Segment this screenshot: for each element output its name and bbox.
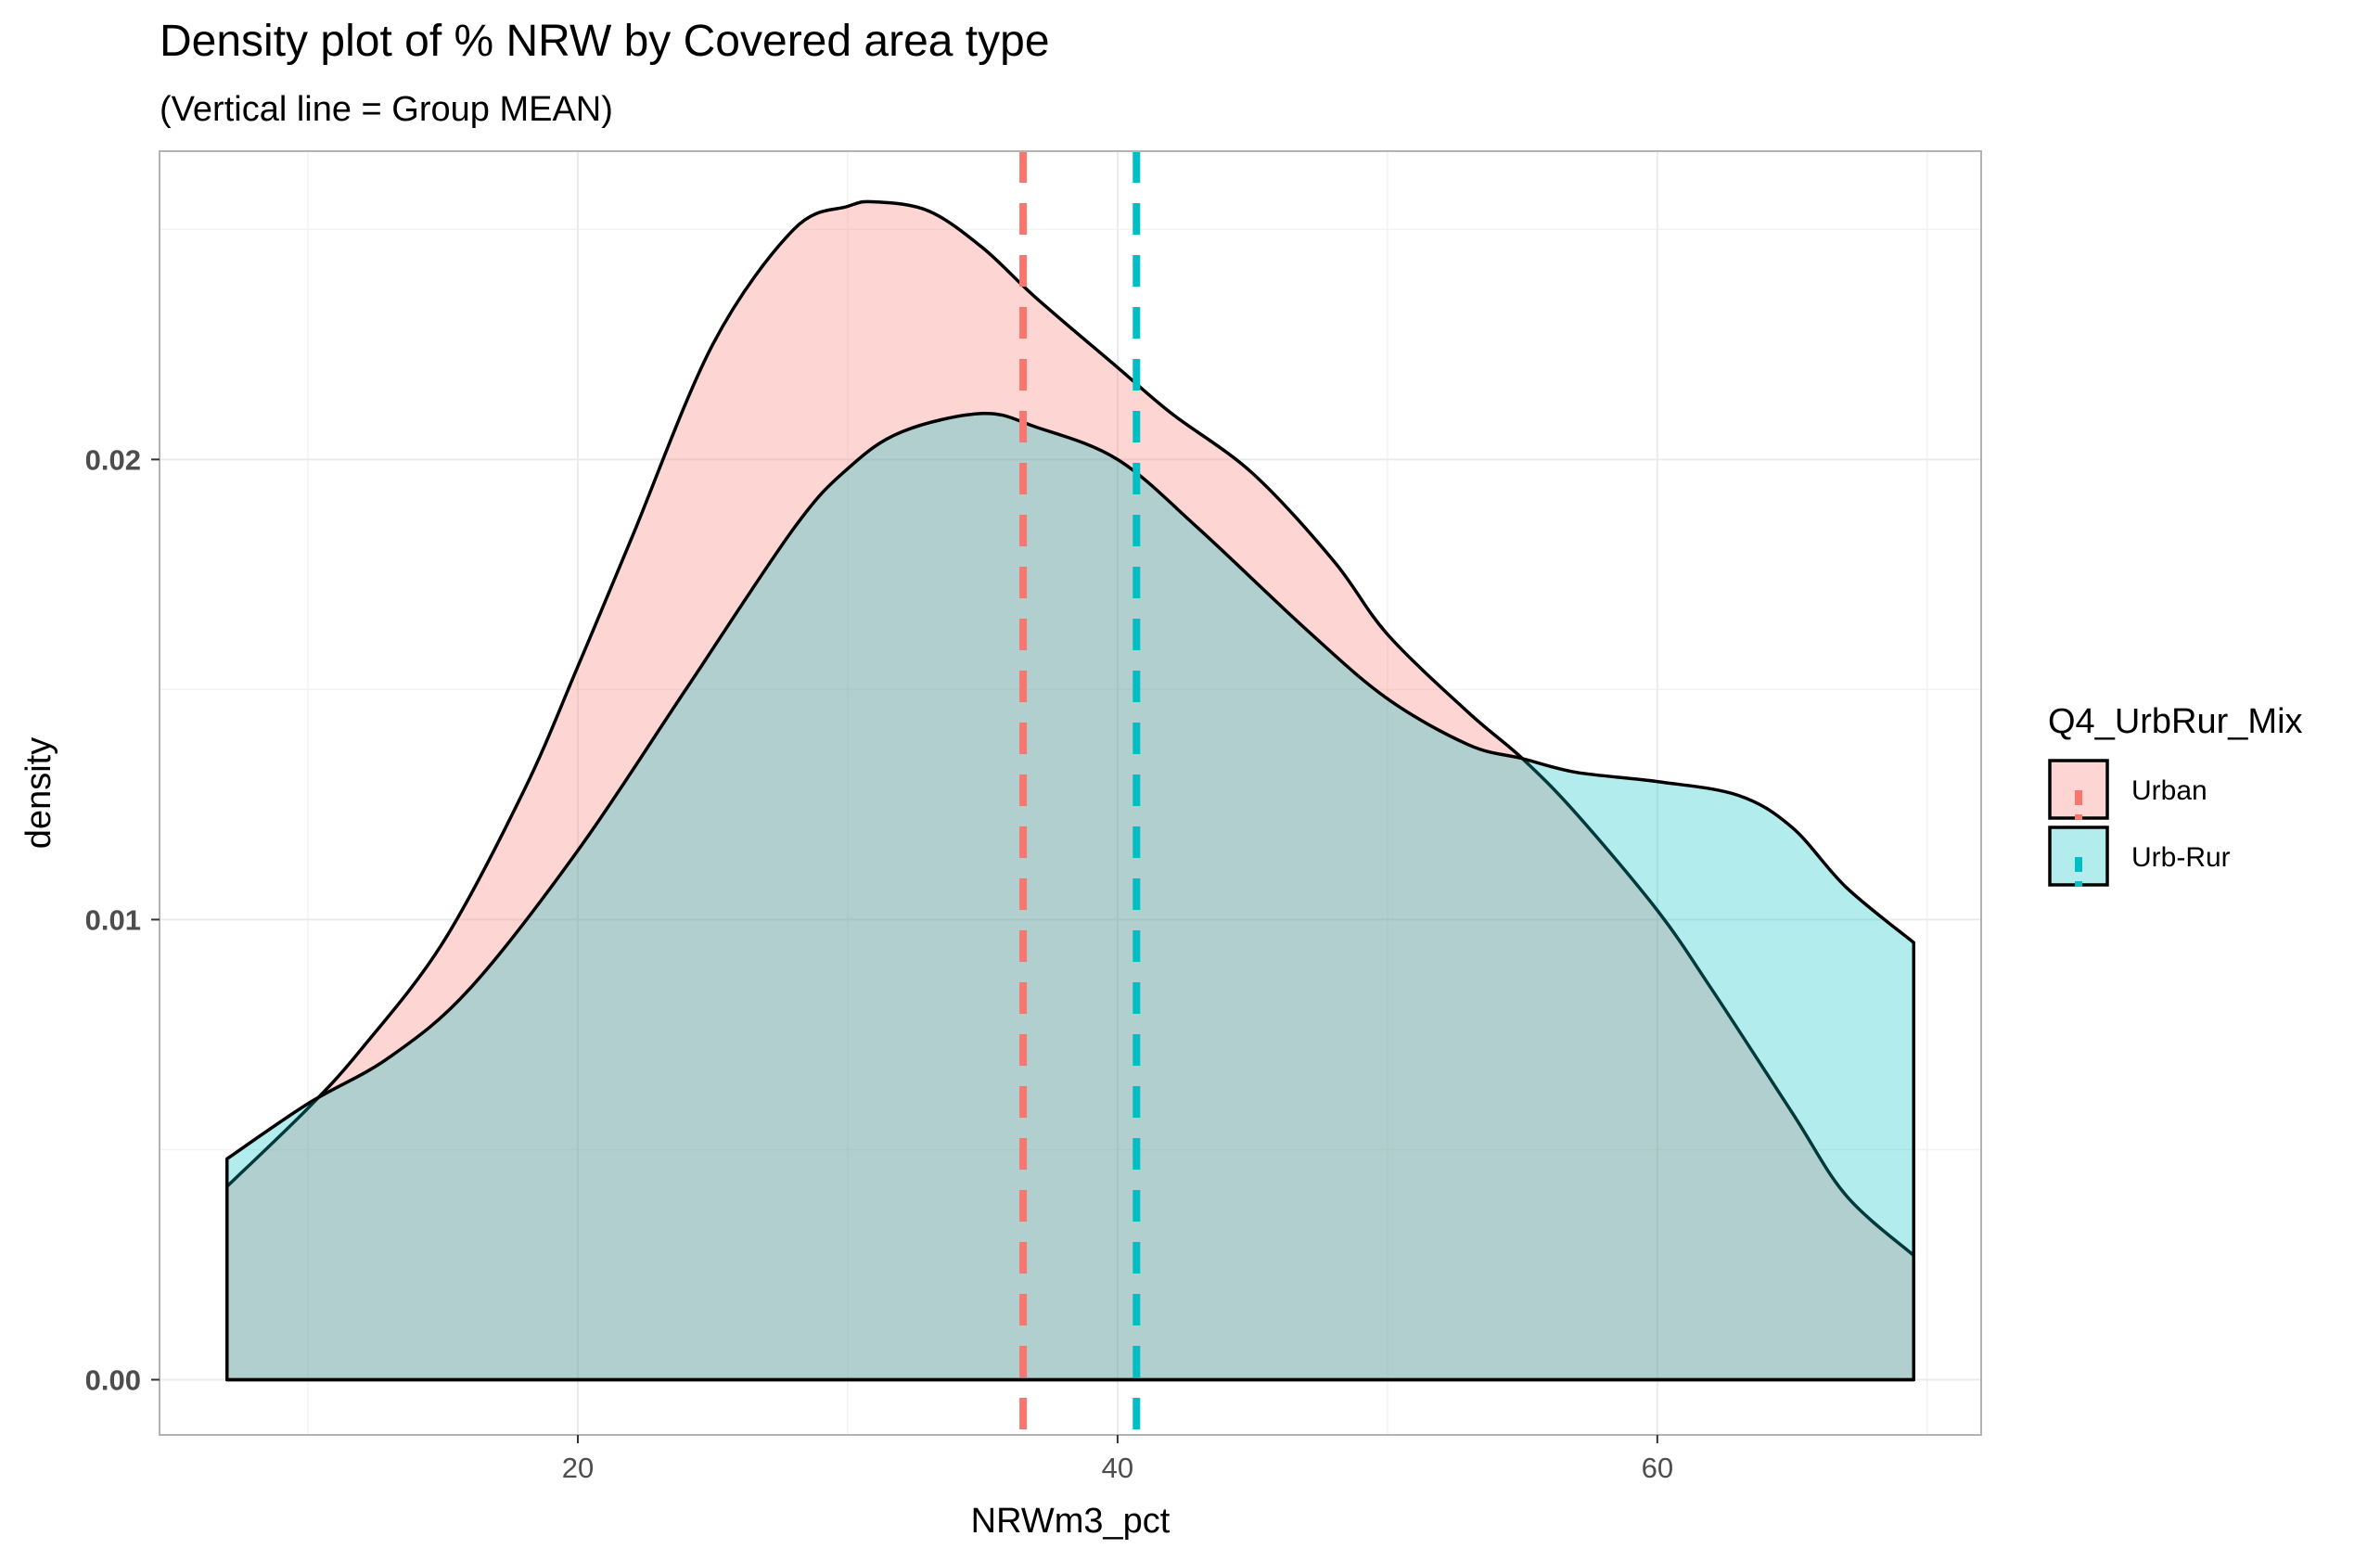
legend-key-fill	[2048, 826, 2109, 887]
plot-border	[159, 150, 1982, 1436]
area-layer	[224, 199, 1916, 1382]
chart-title: Density plot of % NRW by Covered area ty…	[160, 17, 1050, 66]
plot-panel	[160, 151, 1981, 1435]
y-axis-title: density	[19, 737, 58, 849]
legend-key	[2048, 759, 2109, 820]
legend-item-urb-rur: Urb-Rur	[2048, 826, 2231, 887]
legend-label: Urb-Rur	[2131, 842, 2231, 873]
x-tick-label: 20	[562, 1452, 594, 1484]
y-tick-label: 0.00	[85, 1363, 141, 1396]
chart-subtitle: (Vertical line = Group MEAN)	[160, 90, 613, 129]
legend: Q4_UrbRur_Mix Urban Urb-Rur	[2048, 702, 2303, 887]
mean-lines-layer	[1019, 151, 1141, 1435]
x-tick-label: 60	[1642, 1452, 1673, 1484]
x-axis: 20 40 60	[562, 1435, 1673, 1484]
density-area-urban	[224, 199, 1916, 1382]
y-tick-label: 0.02	[85, 443, 141, 476]
legend-key	[2048, 826, 2109, 887]
legend-title: Q4_UrbRur_Mix	[2048, 702, 2303, 741]
y-axis: 0.00 0.01 0.02	[85, 443, 160, 1396]
density-area-urb-rur	[224, 412, 1916, 1382]
y-tick-label: 0.01	[85, 903, 141, 936]
legend-item-urban: Urban	[2048, 759, 2207, 820]
legend-items: Urban Urb-Rur	[2048, 759, 2231, 887]
x-tick-label: 40	[1102, 1452, 1133, 1484]
legend-label: Urban	[2131, 775, 2207, 806]
x-axis-title: NRWm3_pct	[971, 1502, 1171, 1541]
legend-key-fill	[2048, 759, 2109, 820]
